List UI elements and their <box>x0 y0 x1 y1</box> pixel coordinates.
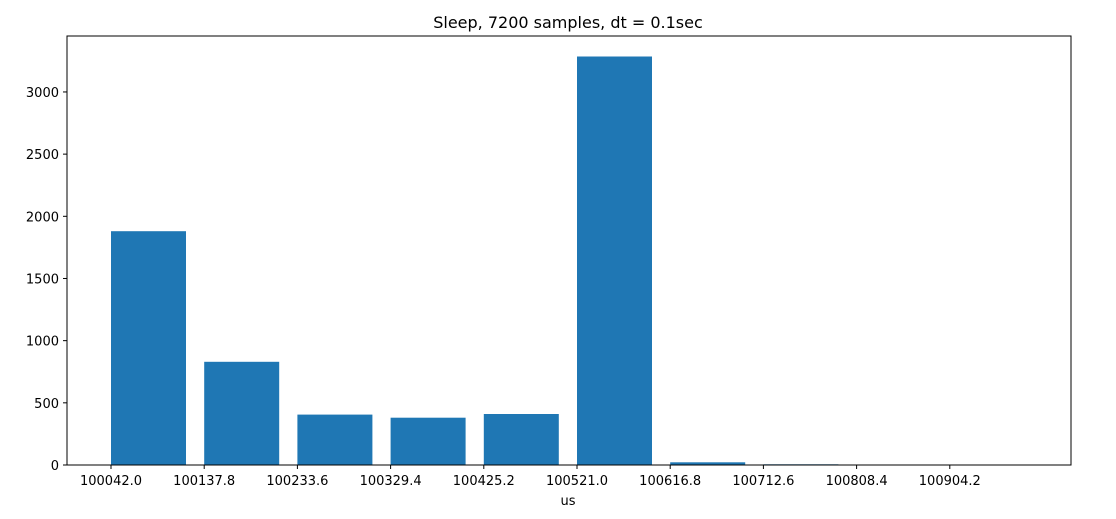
x-tick-label: 100137.8 <box>173 474 235 489</box>
bars-layer <box>111 57 932 466</box>
y-tick-label: 3000 <box>26 86 59 101</box>
y-tick-label: 2000 <box>26 210 59 225</box>
y-tick-label: 500 <box>34 397 59 412</box>
x-tick-label: 100042.0 <box>80 474 142 489</box>
chart-title: Sleep, 7200 samples, dt = 0.1sec <box>433 13 703 32</box>
x-tick-label: 100329.4 <box>360 474 422 489</box>
y-tick-label: 0 <box>51 459 59 474</box>
x-tick-label: 100425.2 <box>453 474 515 489</box>
x-tick-label: 100808.4 <box>826 474 888 489</box>
bar-100042.0 <box>111 231 186 465</box>
y-tick-label: 1500 <box>26 272 59 287</box>
bar-100521.0 <box>577 57 652 466</box>
y-tick-label: 2500 <box>26 148 59 163</box>
x-tick-label: 100233.6 <box>266 474 328 489</box>
x-tick-label: 100616.8 <box>639 474 701 489</box>
x-tick-label: 100521.0 <box>546 474 608 489</box>
x-axis-label: us <box>560 494 575 509</box>
x-tick-label: 100712.6 <box>732 474 794 489</box>
bar-100137.8 <box>204 362 279 465</box>
bar-100425.2 <box>484 414 559 465</box>
y-axis: 0 500 1000 1500 2000 2500 3000 <box>26 86 67 474</box>
y-tick-label: 1000 <box>26 335 59 350</box>
x-tick-label: 100904.2 <box>919 474 981 489</box>
bar-100329.4 <box>391 418 466 465</box>
bar-100233.6 <box>297 415 372 465</box>
x-axis: 100042.0 100137.8 100233.6 100329.4 100425.2… <box>80 465 981 489</box>
